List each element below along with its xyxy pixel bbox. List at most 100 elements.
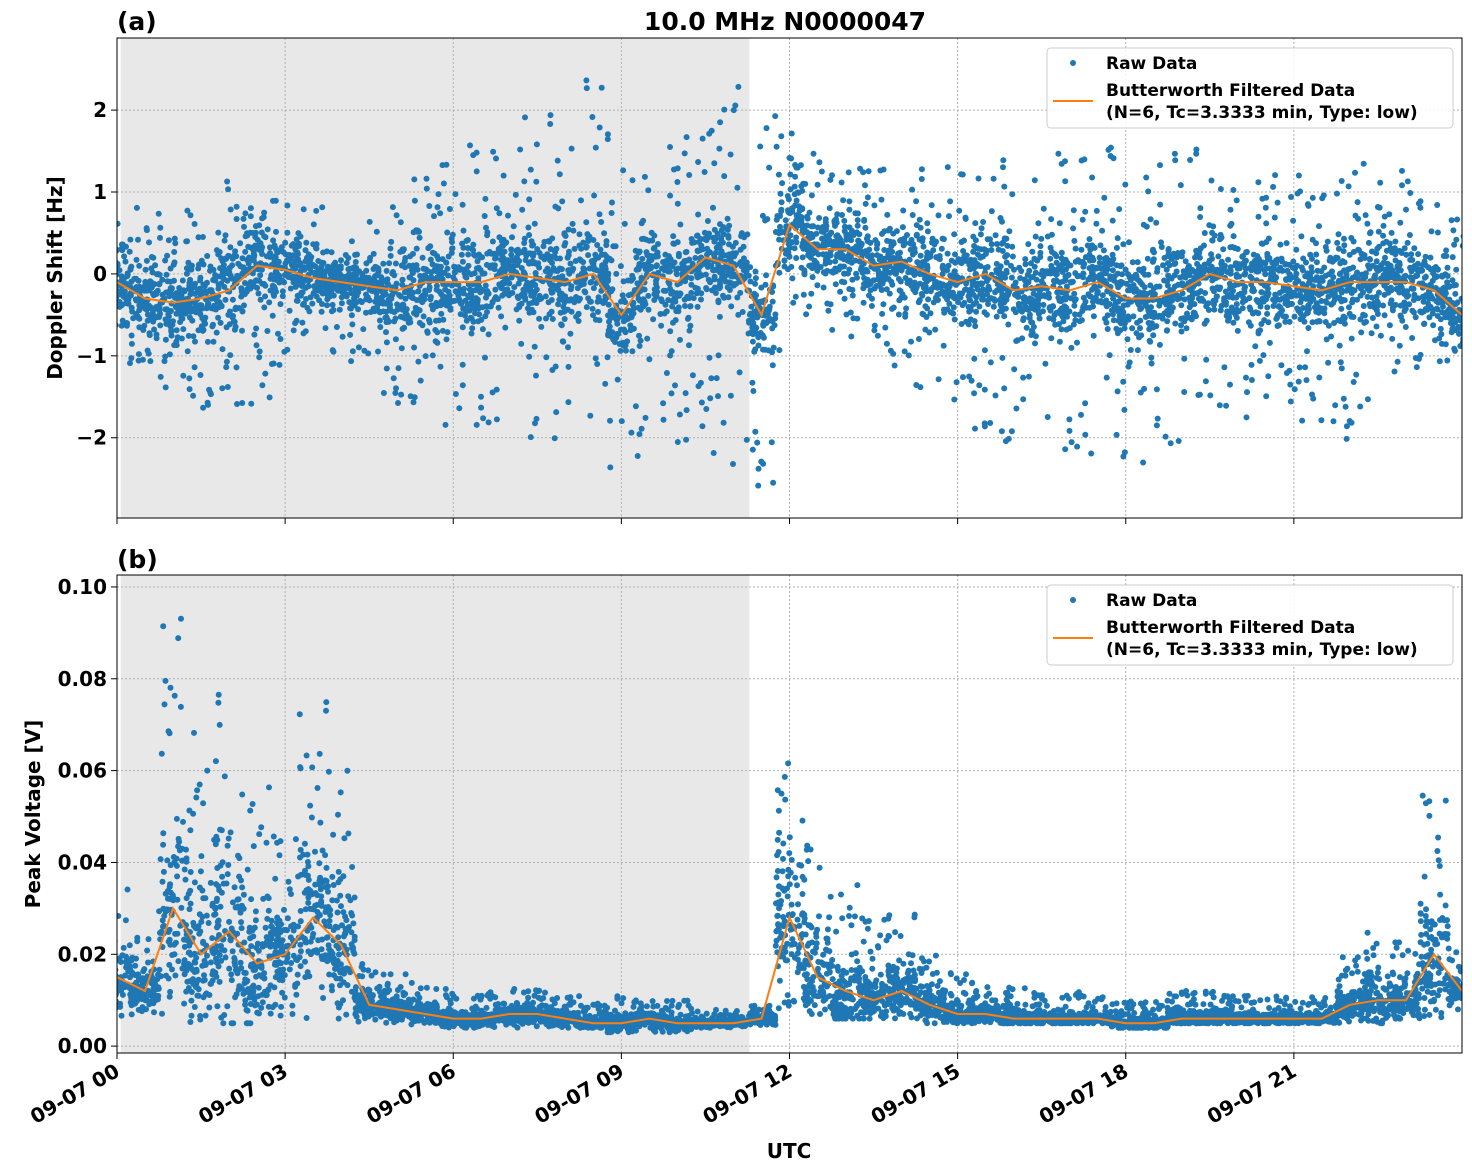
raw-data-point [474, 265, 480, 271]
raw-data-point [726, 223, 732, 229]
raw-data-point [951, 231, 957, 237]
raw-data-point [259, 382, 265, 388]
raw-data-point [973, 309, 979, 315]
raw-data-point [502, 249, 508, 255]
raw-data-point [1066, 309, 1072, 315]
raw-data-point [975, 245, 981, 251]
raw-data-point [946, 263, 952, 269]
raw-data-point [513, 192, 519, 198]
raw-data-point [425, 330, 431, 336]
raw-data-point [474, 168, 480, 174]
raw-data-point [1120, 454, 1126, 460]
raw-data-point [804, 214, 810, 220]
raw-data-point [387, 246, 393, 252]
raw-data-point [123, 259, 129, 265]
raw-data-point [445, 273, 451, 279]
raw-data-point [225, 384, 231, 390]
raw-data-point [1163, 434, 1169, 440]
raw-data-point [1341, 236, 1347, 242]
raw-data-point [549, 309, 555, 315]
raw-data-point [908, 247, 914, 253]
raw-data-point [972, 426, 978, 432]
raw-data-point [1299, 264, 1305, 270]
raw-data-point [760, 461, 766, 467]
raw-data-point [555, 158, 561, 164]
raw-data-point [1335, 317, 1341, 323]
raw-data-point [805, 246, 811, 252]
raw-data-point [800, 254, 806, 260]
raw-data-point [538, 324, 544, 330]
raw-data-point [1295, 191, 1301, 197]
raw-data-point [1150, 325, 1156, 331]
raw-data-point [1258, 261, 1264, 267]
raw-data-point [1355, 216, 1361, 222]
raw-data-point [825, 308, 831, 314]
raw-data-point [120, 318, 126, 324]
raw-data-point [1125, 271, 1131, 277]
raw-data-point [959, 239, 965, 245]
raw-data-point [783, 251, 789, 257]
raw-data-point [291, 327, 297, 333]
raw-data-point [450, 232, 456, 238]
raw-data-point [1045, 414, 1051, 420]
raw-data-point [383, 329, 389, 335]
raw-data-point [811, 151, 817, 157]
raw-data-point [1145, 188, 1151, 194]
raw-data-point [1272, 215, 1278, 221]
raw-data-point [716, 299, 722, 305]
raw-data-point [902, 311, 908, 317]
raw-data-point [643, 415, 649, 421]
raw-data-point [541, 239, 547, 245]
raw-data-point [278, 301, 284, 307]
raw-data-point [1072, 311, 1078, 317]
raw-data-point [186, 375, 192, 381]
raw-data-point [105, 254, 111, 260]
raw-data-point [316, 297, 322, 303]
raw-data-point [750, 320, 756, 326]
raw-data-point [1210, 238, 1216, 244]
raw-data-point [639, 256, 645, 262]
raw-data-point [895, 251, 901, 257]
raw-data-point [747, 264, 753, 270]
raw-data-point [356, 344, 362, 350]
raw-data-point [1223, 403, 1229, 409]
raw-data-point [741, 244, 747, 250]
raw-data-point [1243, 375, 1249, 381]
raw-data-point [1347, 266, 1353, 272]
raw-data-point [399, 263, 405, 269]
raw-data-point [636, 261, 642, 267]
raw-data-point [113, 286, 119, 292]
raw-data-point [756, 466, 762, 472]
raw-data-point [829, 327, 835, 333]
raw-data-point [103, 251, 109, 257]
raw-data-point [1263, 239, 1269, 245]
raw-data-point [108, 245, 114, 251]
raw-data-point [443, 422, 449, 428]
raw-data-point [828, 301, 834, 307]
raw-data-point [1119, 308, 1125, 314]
raw-data-point [970, 234, 976, 240]
raw-data-point [840, 252, 846, 258]
raw-data-point [1088, 294, 1094, 300]
raw-data-point [1029, 297, 1035, 303]
raw-data-point [1229, 291, 1235, 297]
raw-data-point [1304, 348, 1310, 354]
raw-data-point [315, 258, 321, 264]
raw-data-point [204, 280, 210, 286]
raw-data-point [717, 314, 723, 320]
raw-data-point [501, 262, 507, 268]
raw-data-point [686, 172, 692, 178]
raw-data-point [109, 195, 115, 201]
raw-data-point [418, 298, 424, 304]
raw-data-point [314, 246, 320, 252]
raw-data-point [814, 282, 820, 288]
raw-data-point [667, 328, 673, 334]
raw-data-point [1249, 261, 1255, 267]
raw-data-point [101, 369, 107, 375]
raw-data-point [1328, 334, 1334, 340]
raw-data-point [460, 202, 466, 208]
raw-data-point [978, 231, 984, 237]
raw-data-point [388, 253, 394, 259]
raw-data-point [172, 240, 178, 246]
raw-data-point [1013, 280, 1019, 286]
